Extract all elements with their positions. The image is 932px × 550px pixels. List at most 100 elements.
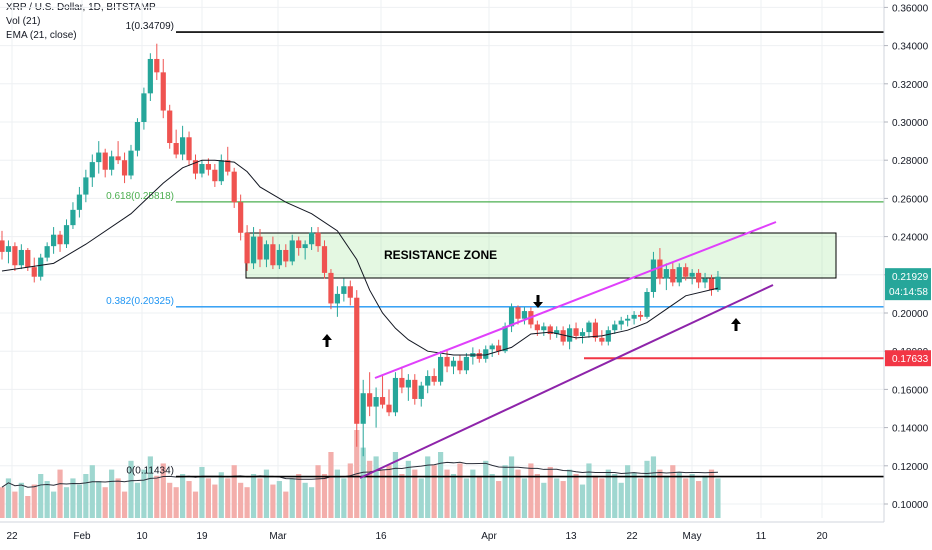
volume-bar <box>38 474 44 518</box>
candle-body <box>283 249 289 262</box>
volume-bar <box>676 472 682 518</box>
volume-bar <box>250 474 257 518</box>
candle-body <box>57 234 63 245</box>
candle-body <box>554 330 560 335</box>
candle-body <box>502 326 508 352</box>
volume-bar <box>689 474 695 518</box>
candle-body <box>250 236 257 264</box>
volume-bar <box>528 463 534 518</box>
volume-bar <box>89 465 95 518</box>
time-axis[interactable]: 22 Feb 10 19 Mar 16 Apr 13 22 May 11 20 <box>0 521 884 550</box>
volume-bar <box>379 469 386 518</box>
candle-body <box>612 324 618 331</box>
trendlines[interactable] <box>359 221 777 479</box>
volume-bar <box>612 474 618 518</box>
time-tick-label: Apr <box>481 531 497 542</box>
candle-body <box>541 326 547 331</box>
volume-bar <box>309 487 315 518</box>
candle-body <box>702 278 708 283</box>
candle-body <box>302 244 308 249</box>
candle-body <box>657 259 663 279</box>
time-tick-label: May <box>683 531 702 542</box>
volume-bar <box>115 478 121 518</box>
candle-body <box>683 267 689 277</box>
volume-bar <box>244 487 250 518</box>
volume-bar <box>360 447 366 518</box>
price-tick-label: 0.10000 <box>892 500 929 511</box>
candle-body <box>257 236 263 260</box>
candle-body <box>644 291 650 317</box>
candle-body <box>128 150 134 176</box>
volume-bar <box>586 463 592 518</box>
red-level-label: 0.17633 <box>892 354 929 365</box>
candle-body <box>418 385 424 399</box>
time-tick-label: 22 <box>626 531 638 542</box>
volume-bar <box>192 491 199 518</box>
candle-body <box>341 286 347 294</box>
volume-bar <box>515 469 521 518</box>
down-arrow-icon <box>533 295 543 308</box>
volume-bar <box>683 478 689 518</box>
red-level-tag <box>885 350 931 367</box>
candle-body <box>192 160 199 174</box>
volume-bar <box>76 484 82 518</box>
candle-body <box>76 194 82 210</box>
volume-bar <box>418 478 424 518</box>
candle-body <box>31 267 37 277</box>
candle-body <box>354 297 360 424</box>
volume-bar <box>321 474 328 518</box>
time-tick-label: Mar <box>269 531 287 542</box>
volume-bar <box>625 465 631 518</box>
volume-bar <box>276 481 282 518</box>
time-tick-label: Feb <box>73 531 91 542</box>
candle-body <box>360 393 366 424</box>
volume-bar <box>5 478 12 518</box>
time-tick-label: 10 <box>136 531 148 542</box>
volume-bar <box>109 469 115 518</box>
volume-indicator-label: Vol (21) <box>6 16 41 27</box>
upper-channel-line[interactable] <box>374 221 777 379</box>
price-tick-label: 0.20000 <box>892 309 929 320</box>
candle-body <box>670 269 676 283</box>
volume-bar <box>631 472 637 518</box>
time-tick-label: 19 <box>196 531 208 542</box>
candle-body <box>373 397 379 407</box>
volume-bars <box>0 430 721 518</box>
volume-bar <box>367 460 373 518</box>
volume-bar <box>541 482 547 518</box>
time-tick-label: 22 <box>6 531 18 542</box>
time-tick-label: 11 <box>756 531 767 542</box>
candle-body <box>296 240 302 249</box>
volume-bar <box>476 475 482 518</box>
price-axis[interactable]: 0.100000.120000.140000.160000.180000.200… <box>883 0 932 550</box>
candle-body <box>392 377 399 413</box>
candle-body <box>321 246 328 273</box>
candle-body <box>25 249 31 268</box>
lower-channel-line[interactable] <box>359 284 774 479</box>
candle-body <box>463 356 469 371</box>
volume-bar <box>283 491 289 518</box>
volume-bar <box>70 478 76 518</box>
volume-bar <box>18 482 24 518</box>
candle-body <box>431 376 437 382</box>
candle-body <box>70 209 76 226</box>
candle-body <box>0 240 5 252</box>
candle-body <box>89 162 95 178</box>
horizontal-levels: 1(0.34709) 0.618(0.25818) 0.382(0.20325) 0(… <box>106 21 884 478</box>
volume-bar <box>502 465 508 518</box>
volume-bar <box>51 491 57 518</box>
volume-bar <box>438 452 444 518</box>
resistance-zone[interactable]: RESISTANCE ZONE <box>245 232 837 279</box>
volume-bar <box>121 491 128 518</box>
volume-bar <box>599 478 605 518</box>
volume-bar <box>463 478 469 518</box>
resistance-zone-box[interactable] <box>245 232 837 279</box>
volume-bar <box>128 460 134 518</box>
price-tick-label: 0.32000 <box>892 80 929 91</box>
candle-body <box>160 72 166 111</box>
volume-bar <box>167 482 173 518</box>
candle-body <box>115 156 121 161</box>
volume-bar <box>508 456 515 518</box>
volume-bar <box>231 465 237 518</box>
